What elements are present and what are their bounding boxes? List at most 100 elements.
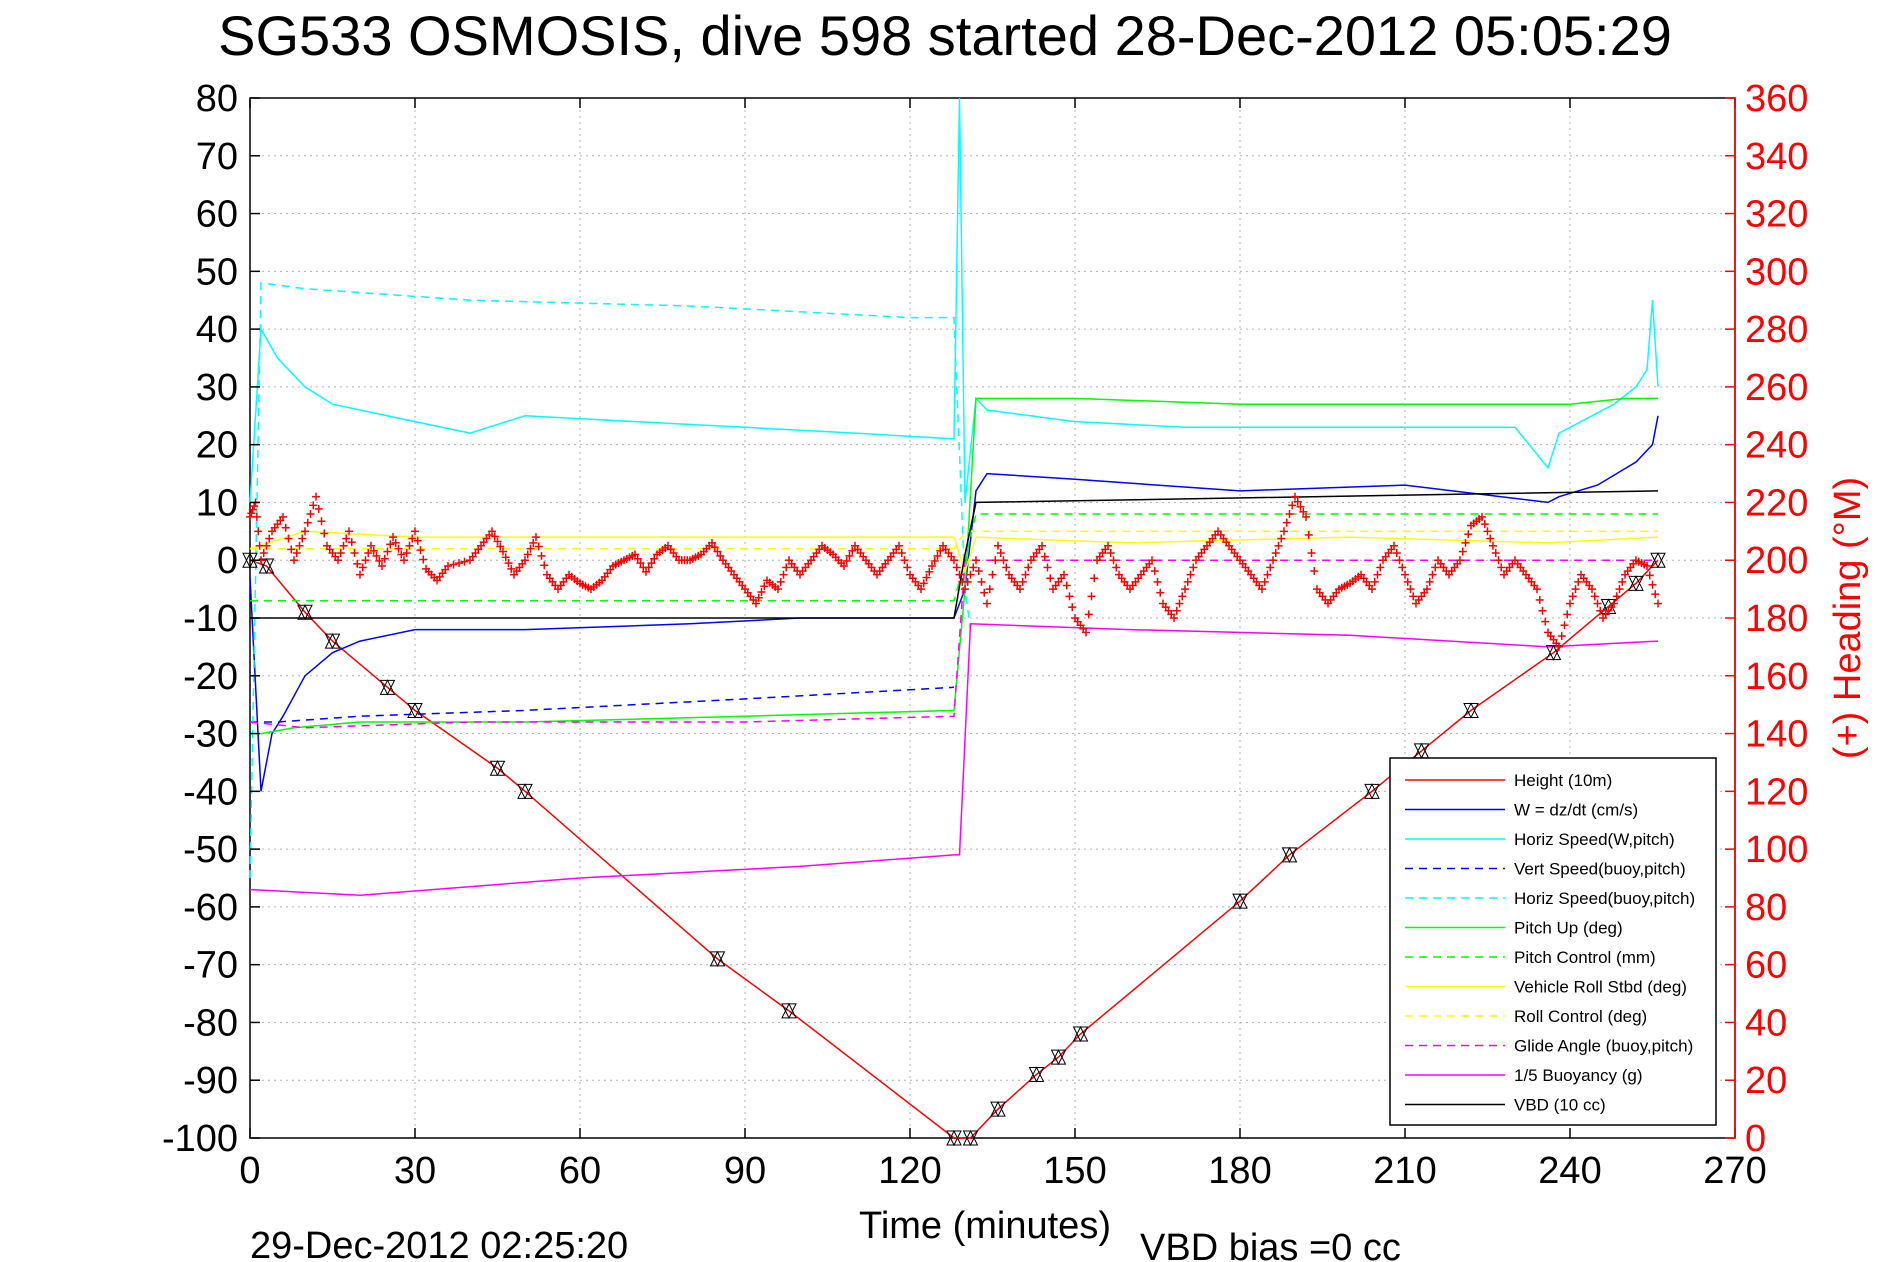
- heading-point: [972, 556, 980, 565]
- y-right-tick-label: 280: [1745, 309, 1808, 351]
- heading-point: [246, 512, 254, 521]
- heading-point: [1043, 563, 1052, 572]
- heading-point: [1648, 580, 1657, 589]
- legend-item: Glide Angle (buoy,pitch): [1405, 1037, 1693, 1056]
- y-left-tick-label: 70: [196, 136, 238, 178]
- heading-point: [708, 538, 716, 547]
- heading-point: [490, 532, 499, 541]
- heading-point: [356, 570, 364, 579]
- heading-point: [1398, 563, 1407, 572]
- heading-point: [1304, 530, 1313, 539]
- heading-point: [713, 547, 722, 556]
- heading-point: [966, 570, 975, 579]
- height-marker: [1232, 892, 1248, 910]
- heading-point: [386, 540, 395, 549]
- heading-point: [779, 570, 788, 579]
- heading-point: [488, 527, 496, 536]
- heading-point: [1090, 574, 1099, 583]
- height-marker: [962, 1129, 979, 1147]
- heading-point: [501, 553, 510, 562]
- heading-point: [1480, 520, 1489, 529]
- heading-point: [1409, 592, 1418, 601]
- heading-point: [1150, 567, 1159, 576]
- heading-point: [1368, 585, 1376, 594]
- heading-point: [499, 547, 507, 556]
- heading-point: [1486, 534, 1495, 543]
- heading-point: [265, 534, 274, 543]
- height-marker: [990, 1100, 1006, 1118]
- height-marker: [1463, 702, 1479, 719]
- heading-point: [259, 549, 268, 557]
- heading-point: [1277, 534, 1286, 543]
- x-tick-label: 90: [724, 1150, 766, 1192]
- heading-point: [455, 559, 463, 568]
- series-roll-control-deg: [250, 530, 1658, 550]
- heading-point: [1062, 581, 1071, 590]
- heading-point: [405, 541, 414, 550]
- heading-point: [1021, 570, 1030, 579]
- heading-point: [295, 541, 304, 550]
- legend-label: Roll Control (deg): [1514, 1007, 1647, 1026]
- series-height-10m: [249, 559, 1659, 1139]
- heading-point: [419, 555, 428, 564]
- heading-point: [397, 550, 406, 559]
- y-right-tick-label: 20: [1745, 1060, 1787, 1102]
- heading-point: [774, 585, 782, 594]
- heading-point: [897, 549, 906, 557]
- heading-point: [925, 567, 934, 576]
- heading-point: [1406, 585, 1415, 594]
- heading-point: [848, 546, 857, 555]
- y-right-tick-label: 220: [1745, 482, 1808, 524]
- heading-point: [1571, 585, 1580, 594]
- height-marker: [1072, 1025, 1089, 1043]
- y-left-tick-label: -100: [162, 1118, 238, 1160]
- legend-item: Vert Speed(buoy,pitch): [1405, 860, 1686, 879]
- heading-point: [367, 541, 375, 550]
- series-vert-speed-buoy-pitch: [250, 686, 955, 723]
- heading-point: [1557, 632, 1566, 641]
- legend-label: Vert Speed(buoy,pitch): [1514, 860, 1686, 879]
- heading-point: [1156, 588, 1165, 597]
- heading-point: [361, 556, 370, 565]
- heading-point: [760, 582, 769, 591]
- heading-point: [1654, 599, 1662, 608]
- heading-point: [287, 545, 296, 554]
- heading-point: [383, 547, 392, 556]
- heading-point: [963, 577, 972, 586]
- heading-point: [1376, 563, 1385, 572]
- legend-label: Pitch Up (deg): [1514, 919, 1623, 938]
- heading-point: [980, 588, 989, 597]
- height-marker: [407, 702, 423, 719]
- height-marker: [1281, 846, 1298, 864]
- heading-point: [776, 577, 785, 586]
- heading-point: [1307, 549, 1316, 557]
- height-marker: [1628, 575, 1644, 592]
- x-axis-label: Time (minutes): [859, 1205, 1111, 1247]
- heading-point: [1588, 585, 1596, 594]
- legend-label: 1/5 Buoyancy (g): [1514, 1066, 1643, 1085]
- heading-point: [974, 567, 983, 576]
- heading-point: [1483, 527, 1492, 536]
- height-marker: [709, 950, 726, 968]
- heading-point: [996, 549, 1005, 557]
- x-tick-label: 30: [394, 1150, 436, 1192]
- heading-point: [1172, 606, 1181, 615]
- heading-point: [252, 512, 261, 521]
- y-right-tick-label: 40: [1745, 1002, 1787, 1044]
- heading-point: [917, 585, 925, 594]
- heading-point: [1428, 570, 1437, 579]
- heading-point: [1060, 570, 1068, 579]
- heading-point: [306, 510, 315, 518]
- heading-point: [1425, 577, 1434, 586]
- heading-point: [922, 573, 931, 582]
- height-marker: [489, 760, 506, 777]
- heading-point: [247, 509, 256, 518]
- heading-point: [650, 554, 659, 563]
- heading-point: [1112, 563, 1121, 572]
- x-tick-label: 210: [1373, 1150, 1436, 1192]
- legend-label: VBD (10 cc): [1514, 1096, 1606, 1115]
- heading-point: [1296, 502, 1305, 511]
- heading-point: [840, 562, 848, 570]
- heading-point: [1456, 556, 1464, 565]
- heading-point: [1148, 556, 1156, 565]
